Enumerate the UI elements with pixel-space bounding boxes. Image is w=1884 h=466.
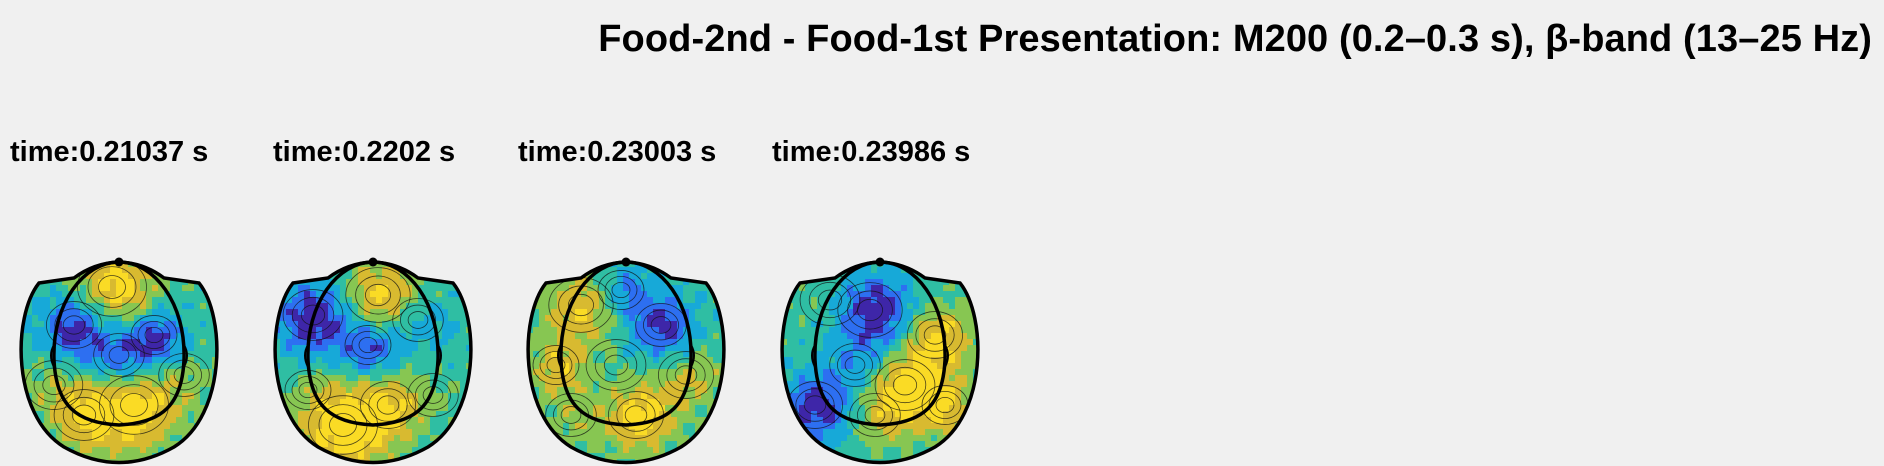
left-ear <box>811 344 816 368</box>
panel-2-topoplot-svg <box>273 257 473 465</box>
nose-marker <box>368 257 378 267</box>
nose-marker <box>875 257 885 267</box>
panel-1-time-label: time:0.21037 s <box>10 136 209 168</box>
right-ear <box>690 344 695 368</box>
panel-1-topoplot-svg <box>19 257 219 465</box>
panel-4-topoplot <box>775 257 985 465</box>
nose-marker <box>621 257 631 267</box>
head-outline <box>813 260 947 427</box>
panel-1-topoplot <box>14 257 224 465</box>
left-ear <box>50 344 55 368</box>
panel-4-time-label: time:0.23986 s <box>772 136 971 168</box>
topoplot-field <box>782 262 978 463</box>
head-outline <box>306 260 440 427</box>
panel-3-topoplot <box>521 257 731 465</box>
head-outline <box>52 260 186 427</box>
left-ear <box>304 344 309 368</box>
panel-2-topoplot <box>268 257 478 465</box>
left-ear <box>557 344 562 368</box>
panel-3-time-label: time:0.23003 s <box>518 136 717 168</box>
panel-2-time-label: time:0.2202 s <box>273 136 456 168</box>
topoplot-field <box>21 262 217 463</box>
topoplot-field <box>528 262 724 463</box>
figure-title: Food-2nd - Food-1st Presentation: M200 (… <box>598 18 1872 60</box>
right-ear <box>944 344 949 368</box>
right-ear <box>183 344 188 368</box>
right-ear <box>437 344 442 368</box>
panel-3-topoplot-svg <box>526 257 726 465</box>
topoplot-field <box>275 262 471 463</box>
panel-4-topoplot-svg <box>780 257 980 465</box>
nose-marker <box>114 257 124 267</box>
head-outline <box>559 260 693 427</box>
